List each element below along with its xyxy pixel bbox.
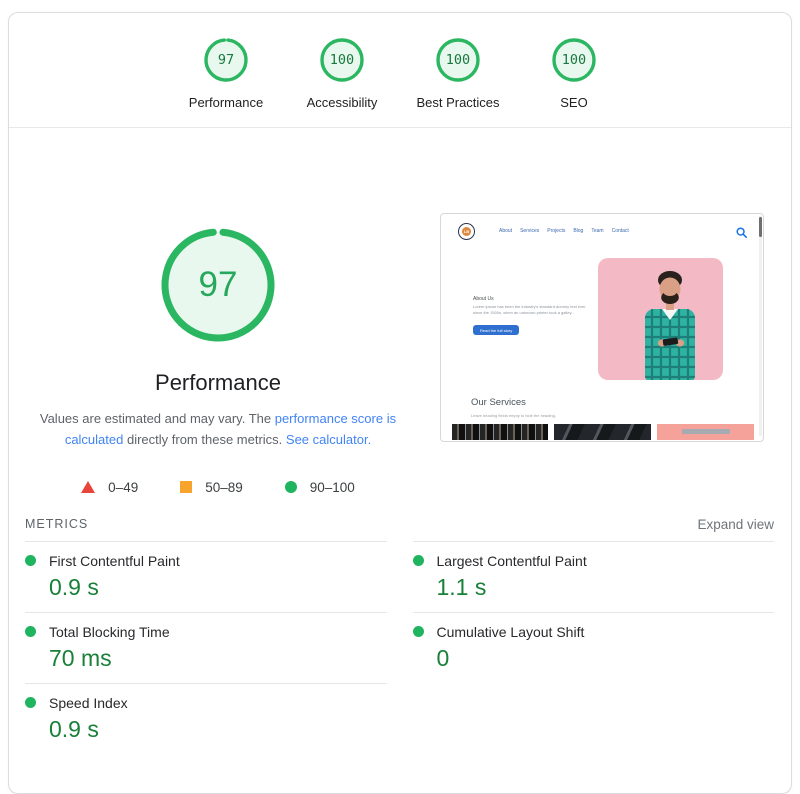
see-calculator-link[interactable]: See calculator. — [285, 431, 372, 447]
accessibility-gauge-icon: 100 — [319, 37, 365, 83]
metric-value: 0.9 s — [49, 715, 99, 742]
performance-score-value: 97 — [198, 265, 238, 304]
performance-score-calculated-link[interactable]: performance score is calculated — [64, 411, 397, 447]
metric-value: 1.1 s — [436, 573, 487, 600]
legend-range: 0–49 — [108, 479, 139, 495]
legend-item-pass: 90–100 — [284, 479, 355, 495]
best-practices-label: Best Practices — [416, 95, 500, 110]
seo-gauge-icon: 100 — [551, 37, 597, 83]
fail-triangle-icon — [81, 481, 96, 494]
score-description: Values are estimated and may vary. The p… — [29, 409, 407, 451]
performance-section-title: Performance — [155, 370, 281, 395]
services-image-1 — [452, 424, 548, 440]
hero-heading: About Us — [473, 296, 494, 302]
site-search-icon — [736, 225, 747, 243]
metric-value: 0 — [436, 644, 450, 671]
performance-label: Performance — [188, 95, 264, 110]
metrics-column-left: First Contentful Paint 0.9 s Total Block… — [25, 540, 387, 754]
summary-item-seo[interactable]: 100 SEO — [519, 37, 629, 110]
legend-range: 90–100 — [309, 479, 355, 495]
metric-largest-contentful-paint: Largest Contentful Paint 1.1 s — [412, 540, 774, 612]
metric-pass-dot-icon — [25, 626, 36, 638]
site-nav-item: Blog — [573, 228, 584, 234]
services-image-2 — [554, 424, 651, 440]
site-scrollbar-thumb — [759, 217, 762, 237]
seo-score: 100 — [561, 52, 587, 68]
performance-overview: 97 Performance Values are estimated and … — [9, 128, 791, 495]
score-legend: 0–49 50–89 90–100 — [81, 480, 355, 495]
metric-total-blocking-time: Total Blocking Time 70 ms — [25, 611, 387, 683]
best-practices-gauge-icon: 100 — [435, 37, 481, 83]
legend-item-average: 50–89 — [180, 480, 243, 495]
site-nav-item: About — [499, 228, 513, 234]
performance-score: 97 — [217, 52, 235, 68]
metrics-grid: First Contentful Paint 0.9 s Total Block… — [25, 540, 774, 754]
site-logo: LB — [458, 223, 475, 240]
category-summary: 97 Performance 100 Accessibility 100 Bes… — [9, 13, 791, 128]
description-text: Values are estimated and may vary. The — [39, 411, 275, 426]
metric-pass-dot-icon — [25, 555, 36, 567]
final-screenshot-thumbnail: LB About Services Projects Blog Team Con… — [440, 213, 764, 442]
site-nav-item: Projects — [547, 228, 566, 234]
score-panel: 97 Performance Values are estimated and … — [17, 128, 419, 495]
services-card-placeholder — [657, 424, 754, 440]
lighthouse-report-card: 97 Performance 100 Accessibility 100 Bes… — [8, 12, 792, 794]
metrics-header: METRICS Expand view — [25, 517, 774, 532]
metric-name: Cumulative Layout Shift — [436, 623, 585, 640]
screenshot-panel: LB About Services Projects Blog Team Con… — [440, 128, 764, 442]
site-nav-item: Contact — [611, 228, 629, 234]
metric-value: 70 ms — [49, 644, 112, 671]
hero-text-block: About Us Lorem ipsum has been the indust… — [473, 296, 595, 316]
metric-name: Largest Contentful Paint — [436, 552, 587, 569]
metric-cumulative-layout-shift: Cumulative Layout Shift 0 — [412, 611, 774, 683]
performance-gauge-icon: 97 — [203, 37, 249, 83]
metrics-column-right: Largest Contentful Paint 1.1 s Cumulativ… — [412, 540, 774, 754]
metric-first-contentful-paint: First Contentful Paint 0.9 s — [25, 540, 387, 612]
metrics-title: METRICS — [25, 517, 89, 532]
hero-person-illustration — [598, 258, 723, 380]
pass-circle-icon — [284, 481, 297, 494]
metric-value: 0.9 s — [49, 573, 99, 600]
metric-name: Total Blocking Time — [49, 623, 170, 640]
site-scrollbar — [759, 216, 762, 436]
site-nav-item: Services — [520, 228, 540, 234]
description-text: directly from these metrics. — [123, 431, 286, 447]
services-subtitle: Leave heading fields empty to hide the h… — [471, 413, 556, 418]
metric-pass-dot-icon — [412, 626, 424, 638]
summary-item-accessibility[interactable]: 100 Accessibility — [287, 37, 397, 110]
legend-range: 50–89 — [205, 479, 243, 495]
site-nav-item: Team — [591, 228, 604, 234]
summary-item-performance[interactable]: 97 Performance — [171, 37, 281, 110]
summary-item-best-practices[interactable]: 100 Best Practices — [403, 37, 513, 110]
seo-label: SEO — [560, 95, 588, 110]
services-heading: Our Services — [471, 397, 526, 408]
legend-item-fail: 0–49 — [81, 480, 138, 495]
metric-pass-dot-icon — [412, 555, 424, 567]
hero-button: Read the full story — [473, 325, 520, 335]
expand-view-link[interactable]: Expand view — [697, 516, 774, 532]
accessibility-label: Accessibility — [306, 95, 378, 110]
metric-pass-dot-icon — [25, 697, 36, 709]
best-practices-score: 100 — [445, 52, 471, 68]
metric-speed-index: Speed Index 0.9 s — [25, 682, 387, 754]
metric-name: Speed Index — [49, 694, 128, 711]
site-nav: About Services Projects Blog Team Contac… — [499, 228, 629, 234]
accessibility-score: 100 — [329, 52, 355, 68]
metrics-section: METRICS Expand view First Contentful Pai… — [25, 517, 774, 754]
metric-name: First Contentful Paint — [49, 552, 180, 569]
performance-score-gauge: 97 — [158, 225, 278, 345]
hero-body: Lorem ipsum has been the industry's stan… — [473, 304, 586, 316]
average-square-icon — [180, 481, 193, 494]
